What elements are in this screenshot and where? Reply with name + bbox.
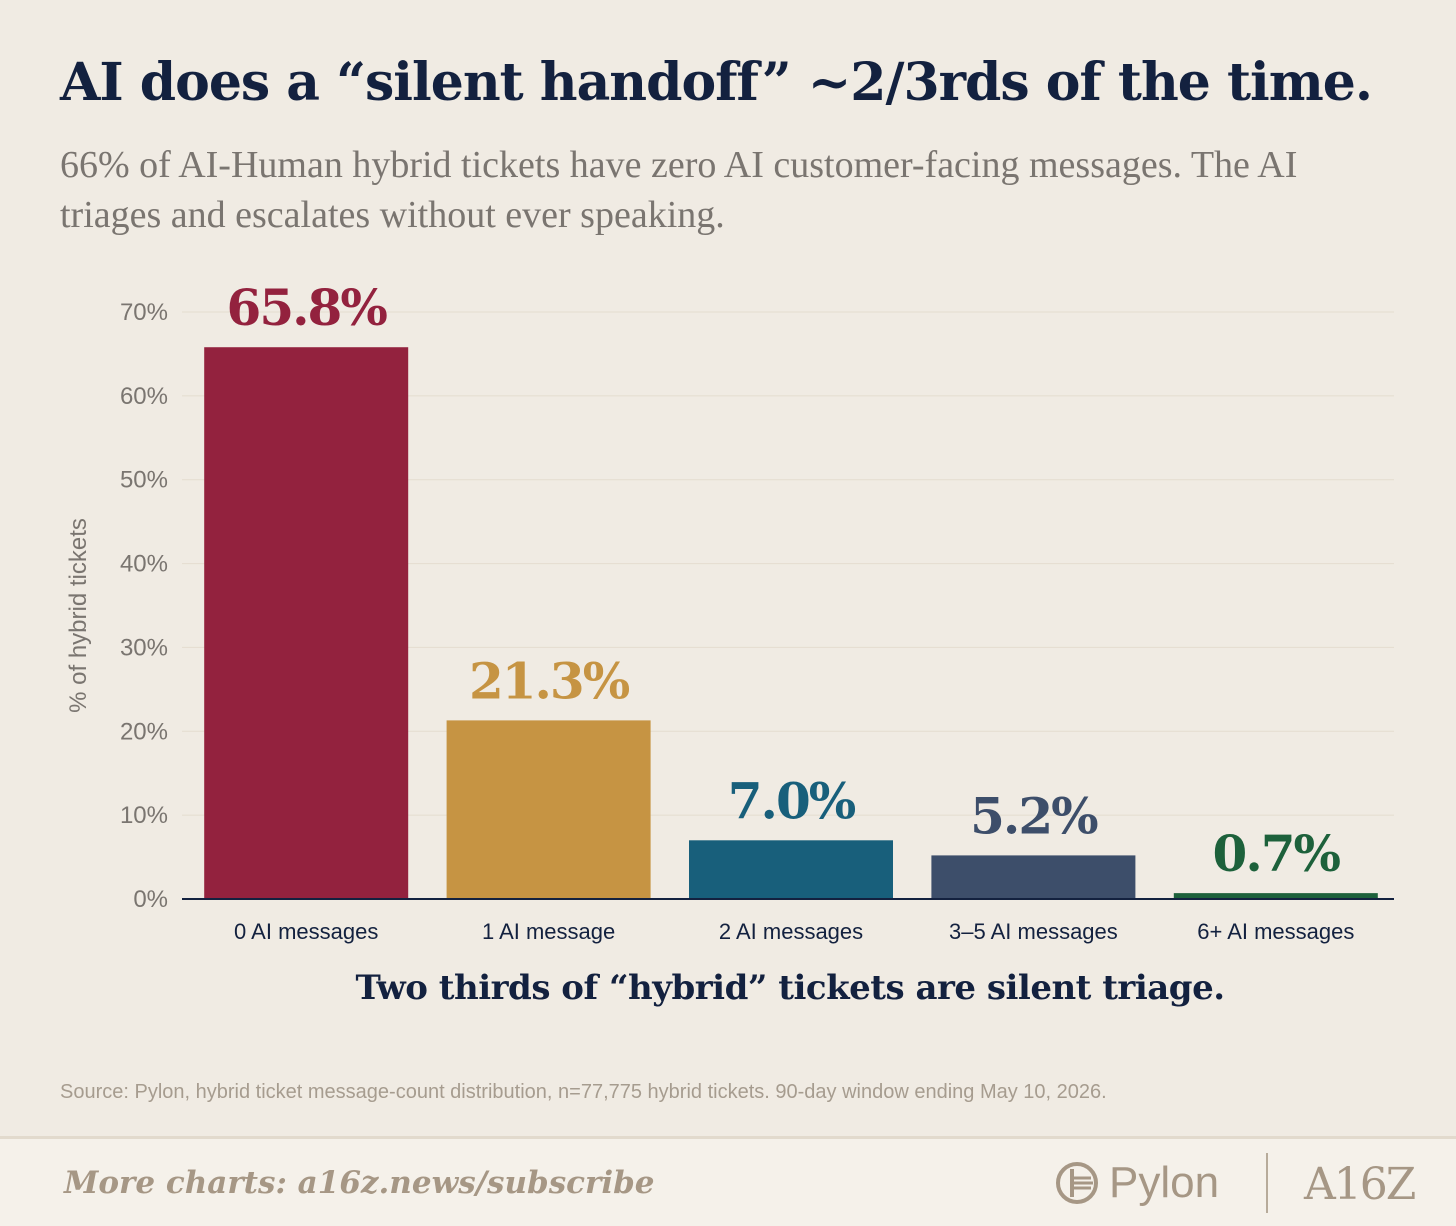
y-tick-label: 10% — [120, 802, 168, 829]
data-label: 5.2% — [970, 786, 1098, 845]
more-charts-link[interactable]: More charts: a16z.news/subscribe — [64, 1165, 655, 1201]
y-tick-label: 0% — [133, 886, 168, 913]
data-label: 65.8% — [227, 278, 388, 337]
pylon-logo-text: Pylon — [1109, 1158, 1220, 1207]
footer: More charts: a16z.news/subscribe Pylon A… — [0, 1136, 1456, 1226]
x-axis-ticks: 0 AI messages 1 AI message 2 AI messages 3–… — [234, 919, 1354, 944]
y-axis-ticks: 0% 10% 20% 30% 40% 50% 60% 70% — [120, 299, 168, 913]
data-label: 0.7% — [1213, 824, 1341, 883]
chart-subtitle: 66% of AI-Human hybrid tickets have zero… — [60, 144, 1298, 236]
y-tick-label: 70% — [120, 299, 168, 326]
y-tick-label: 40% — [120, 551, 168, 578]
bar — [931, 855, 1136, 899]
x-tick-label: 3–5 AI messages — [949, 919, 1118, 944]
pylon-logo: Pylon — [1055, 1158, 1220, 1207]
pylon-logo-icon — [1056, 1162, 1098, 1204]
logo-divider — [1266, 1153, 1268, 1213]
data-label: 21.3% — [469, 651, 630, 710]
y-axis-label: % of hybrid tickets — [65, 518, 92, 713]
a16z-logo: A16Z — [1304, 1159, 1416, 1210]
x-tick-label: 6+ AI messages — [1197, 919, 1354, 944]
bar — [446, 720, 651, 899]
x-tick-label: 1 AI message — [482, 919, 615, 944]
y-tick-label: 20% — [120, 718, 168, 745]
data-labels: 65.8% 21.3% 7.0% 5.2% 0.7% — [227, 278, 1343, 883]
bar — [204, 347, 409, 900]
data-label: 7.0% — [728, 771, 856, 830]
y-tick-label: 60% — [120, 383, 168, 410]
bar — [689, 840, 893, 899]
x-tick-label: 0 AI messages — [234, 919, 378, 944]
y-tick-label: 30% — [120, 634, 168, 661]
chart-takeaway: Two thirds of “hybrid” tickets are silen… — [355, 968, 1225, 1008]
bar — [1173, 893, 1378, 899]
source-note: Source: Pylon, hybrid ticket message-cou… — [60, 1081, 1107, 1103]
chart-title: AI does a “silent handoff” ~2/3rds of th… — [60, 52, 1373, 113]
x-tick-label: 2 AI messages — [719, 919, 863, 944]
bars — [204, 347, 1378, 900]
y-tick-label: 50% — [120, 467, 168, 494]
